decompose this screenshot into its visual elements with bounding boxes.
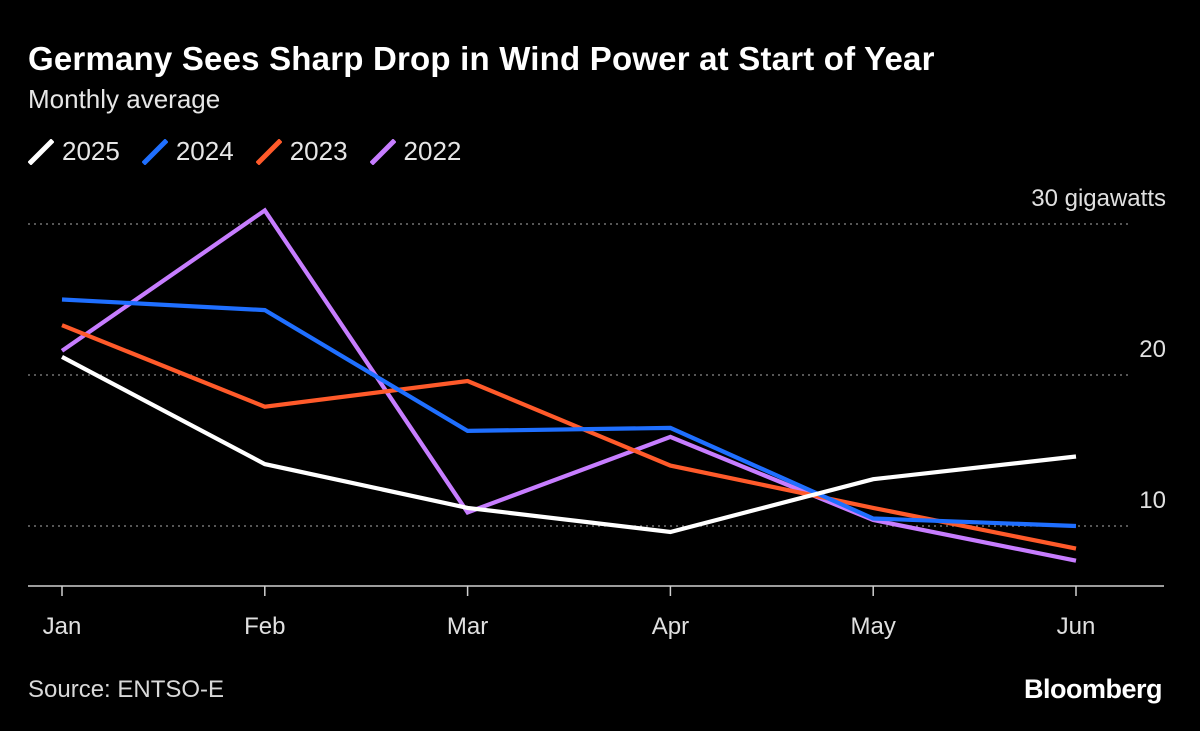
legend-swatch-2025 [28, 138, 54, 165]
x-tick-label-feb: Feb [244, 613, 285, 640]
series-line-2025 [61, 355, 1077, 535]
legend-item-2022: 2022 [369, 136, 462, 167]
legend-label-2024: 2024 [175, 136, 234, 166]
legend-swatch-2023 [255, 138, 282, 165]
legend: 2025 2024 2023 2022 [28, 136, 461, 167]
y-tick-label-20: 20 [1139, 336, 1166, 363]
x-tick-label-apr: Apr [652, 613, 689, 640]
x-tick-label-may: May [851, 613, 896, 640]
source-note: Source: ENTSO-E [28, 676, 225, 703]
legend-label-2023: 2023 [289, 136, 348, 166]
chart-title: Germany Sees Sharp Drop in Wind Power at… [28, 40, 935, 77]
y-tick-label-10: 10 [1139, 487, 1166, 514]
series-line-2024 [61, 297, 1077, 529]
x-tick-label-jan: Jan [43, 613, 82, 640]
series-line-2023 [61, 323, 1077, 551]
legend-item-2023: 2023 [255, 136, 348, 167]
legend-item-2025: 2025 [28, 136, 120, 167]
chart-subtitle: Monthly average [28, 84, 221, 114]
x-tick-label-jun: Jun [1057, 613, 1096, 640]
legend-item-2024: 2024 [141, 136, 234, 167]
legend-label-2022: 2022 [403, 136, 462, 166]
legend-swatch-2024 [141, 138, 168, 165]
legend-label-2025: 2025 [62, 136, 120, 166]
series-line-2022 [60, 207, 1077, 563]
legend-swatch-2022 [369, 138, 396, 165]
bloomberg-logo: Bloomberg [1023, 674, 1163, 704]
x-tick-label-mar: Mar [447, 613, 488, 640]
y-tick-label-30: 30 gigawatts [1031, 185, 1166, 212]
